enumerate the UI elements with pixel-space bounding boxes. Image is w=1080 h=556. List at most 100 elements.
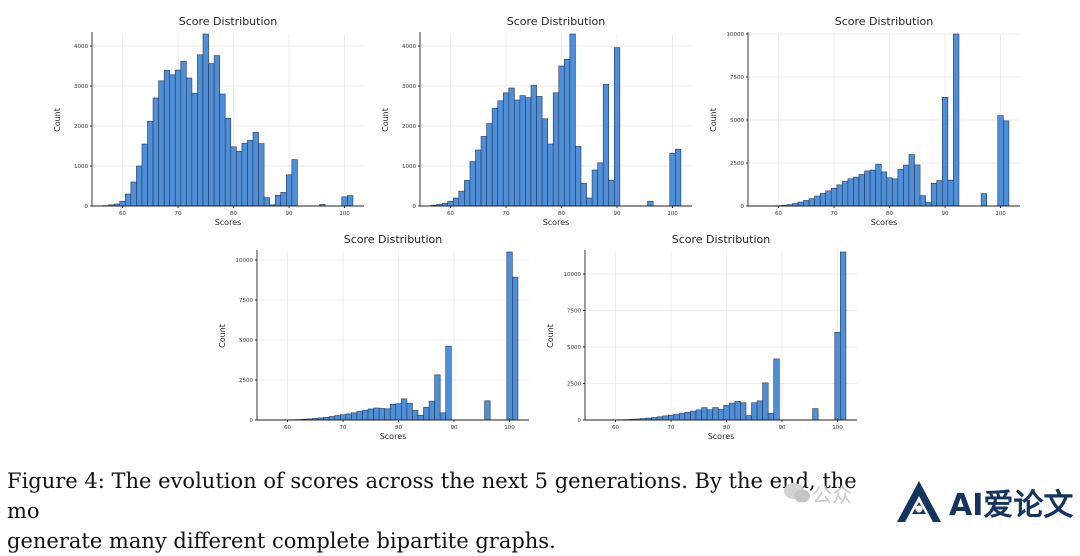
histogram-bar	[275, 195, 281, 206]
y-axis-label: Count	[218, 324, 227, 348]
y-tick-label: 2500	[567, 381, 581, 387]
histogram-bar	[186, 78, 192, 206]
histogram-bar	[164, 70, 170, 206]
histogram-bar	[937, 181, 943, 206]
histogram-bar	[831, 188, 837, 206]
histogram-bar	[998, 116, 1004, 206]
histogram-bar	[470, 162, 476, 206]
histogram-bar	[981, 194, 987, 206]
histogram-bar	[401, 399, 407, 420]
histogram-bar	[553, 93, 559, 206]
y-tick-label: 4000	[74, 44, 88, 50]
x-tick-label: 90	[942, 211, 949, 217]
histogram-bar	[197, 55, 203, 206]
y-tick-label: 7500	[567, 308, 581, 314]
histogram-bar	[848, 179, 854, 206]
histogram-bar	[892, 179, 898, 206]
histogram-bar	[909, 155, 915, 206]
y-tick-label: 5000	[567, 345, 581, 351]
histogram-bar	[346, 414, 352, 420]
histogram-bar	[125, 194, 131, 206]
histogram-bar	[335, 416, 341, 420]
y-axis-label: Count	[53, 108, 62, 132]
histogram-bar	[281, 192, 287, 206]
histogram-bar	[464, 180, 470, 206]
histogram-bar	[407, 403, 413, 420]
histogram-bar	[696, 410, 702, 420]
x-axis-label: Scores	[215, 218, 242, 227]
histogram-bar	[362, 410, 368, 420]
histogram-bar	[702, 408, 708, 420]
histogram-bar	[440, 413, 446, 420]
x-tick-label: 70	[340, 425, 347, 431]
caption-line-2: generate many different complete biparti…	[7, 529, 556, 553]
x-tick-label: 70	[503, 211, 510, 217]
histogram-bar	[870, 170, 876, 206]
x-tick-label: 100	[995, 211, 1006, 217]
histogram-bar	[329, 416, 335, 420]
x-tick-label: 60	[775, 211, 782, 217]
y-axis-label: Count	[709, 108, 718, 132]
histogram-bar	[181, 61, 187, 206]
y-tick-label: 10000	[727, 32, 745, 38]
histogram-bar	[853, 177, 859, 206]
x-tick-label: 100	[339, 211, 350, 217]
histogram-bar	[142, 144, 148, 206]
histogram-bar	[542, 119, 548, 206]
histogram-bar	[503, 93, 509, 206]
y-tick-label: 0	[85, 204, 89, 210]
histogram-bar	[826, 191, 832, 206]
histogram-bar	[609, 180, 615, 206]
histogram-bar	[220, 94, 226, 206]
y-tick-label: 0	[250, 418, 254, 424]
histogram-bar	[679, 413, 685, 420]
histogram-bar	[159, 81, 165, 206]
chart-title: Score Distribution	[507, 15, 606, 28]
histogram-bar	[435, 375, 441, 420]
histogram-bar	[351, 413, 357, 420]
histogram-bar	[225, 118, 231, 206]
histogram-bar	[859, 175, 865, 206]
histogram-bar	[412, 410, 418, 420]
caption-line-1: Figure 4: The evolution of scores across…	[7, 469, 863, 523]
histogram-bar	[581, 183, 587, 206]
histogram-bar	[587, 198, 593, 206]
histogram-bar	[170, 75, 176, 206]
chart-title: Score Distribution	[344, 233, 443, 246]
histogram-bar	[357, 412, 363, 420]
x-axis-label: Scores	[543, 218, 570, 227]
histogram-bar	[592, 170, 598, 206]
histogram-bar	[429, 401, 435, 420]
histogram-bar	[865, 171, 871, 206]
y-tick-label: 2500	[239, 378, 253, 384]
x-axis-label: Scores	[871, 218, 898, 227]
histogram-bar	[657, 417, 663, 420]
histogram-bar	[347, 196, 353, 206]
histogram-bar	[774, 359, 780, 420]
chart-title: Score Distribution	[672, 233, 771, 246]
histogram-bar	[798, 202, 804, 206]
histogram-bar	[953, 34, 959, 206]
x-axis-label: Scores	[708, 432, 735, 441]
histogram-bar	[809, 199, 815, 206]
x-tick-label: 90	[779, 425, 786, 431]
histogram-bar	[903, 165, 909, 206]
y-axis-label: Count	[546, 324, 555, 348]
histogram-bar	[368, 409, 374, 420]
histogram-bar	[340, 415, 346, 420]
histogram-bar	[214, 56, 220, 206]
histogram-bar	[768, 413, 774, 420]
histogram-bar	[804, 200, 810, 206]
histogram-bar	[374, 408, 380, 420]
histogram-bar	[236, 151, 242, 206]
histogram-bar	[453, 198, 459, 206]
x-tick-label: 60	[612, 425, 619, 431]
histogram-bar	[153, 98, 159, 206]
histogram-bar	[735, 401, 741, 420]
histogram-bar	[915, 165, 921, 206]
histogram-bar	[713, 408, 719, 420]
wechat-watermark: 公众	[782, 478, 852, 508]
